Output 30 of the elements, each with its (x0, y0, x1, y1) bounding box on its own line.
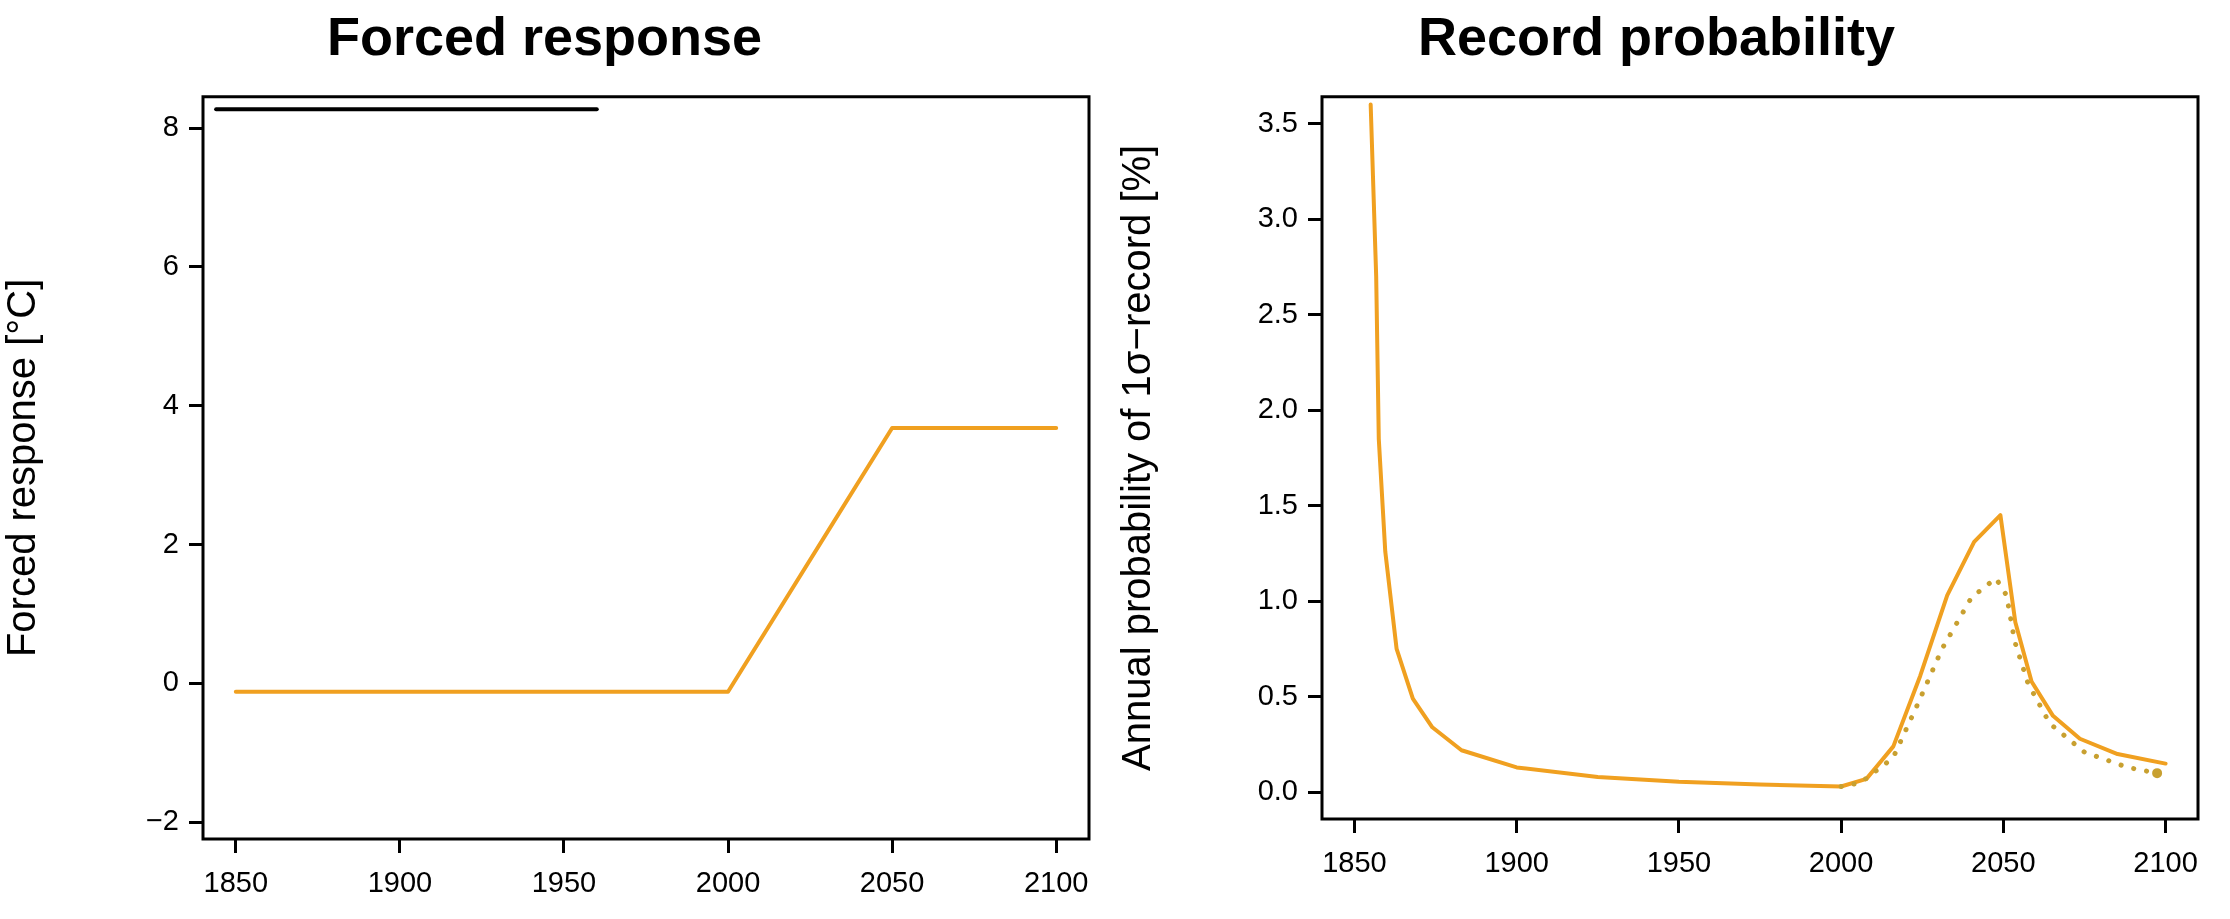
y-tick-label: 2.5 (1257, 296, 1298, 329)
y-tick-label: 2 (162, 526, 179, 559)
y-axis-title: Annual probability of 1σ−record [%] (1114, 144, 1159, 771)
x-tick-label: 2000 (695, 866, 761, 899)
y-tick-label: 4 (162, 387, 179, 420)
x-tick-label: 2100 (1023, 866, 1089, 899)
y-tick-label: 8 (162, 110, 179, 143)
x-tick-label: 1850 (203, 866, 269, 899)
y-tick-label: 3.0 (1257, 201, 1298, 234)
x-tick-label: 1950 (531, 866, 597, 899)
y-tick-label: 0.5 (1257, 678, 1298, 711)
y-tick-label: 1.5 (1257, 487, 1298, 520)
chart-title: Forced response (326, 6, 763, 67)
y-tick-label: 3.5 (1257, 105, 1298, 138)
chart-title: Record probability (1417, 6, 1896, 67)
y-tick-label: −2 (145, 804, 179, 837)
x-tick-label: 2050 (1971, 846, 2036, 879)
x-tick-label: 2050 (859, 866, 925, 899)
x-tick-label: 1900 (367, 866, 433, 899)
x-tick-label: 1950 (1646, 846, 1712, 879)
x-tick-label: 2100 (2133, 846, 2198, 879)
y-tick-label: 0.0 (1257, 774, 1298, 807)
y-tick-label: 6 (162, 248, 179, 281)
y-axis-title: Forced response [°C] (0, 278, 44, 658)
x-tick-label: 1850 (1322, 846, 1387, 879)
y-tick-label: 2.0 (1257, 392, 1298, 425)
y-tick-label: 0 (162, 665, 179, 698)
y-tick-label: 1.0 (1257, 583, 1298, 616)
x-tick-label: 2000 (1808, 846, 1874, 879)
x-tick-label: 1900 (1484, 846, 1549, 879)
